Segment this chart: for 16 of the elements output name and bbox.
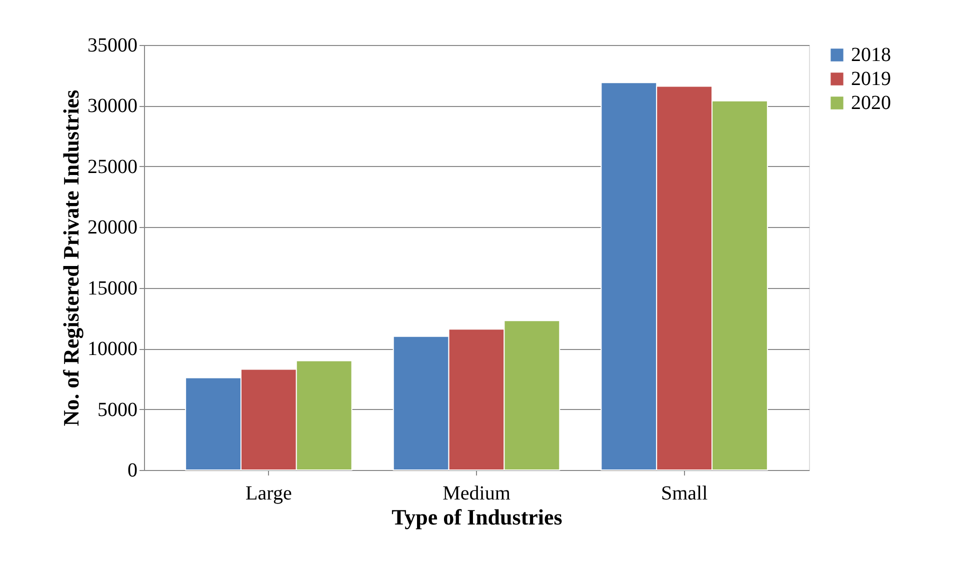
y-axis-title: No. of Registered Private Industries	[58, 89, 84, 426]
legend-label: 2019	[851, 68, 891, 90]
y-tick-label: 30000	[88, 95, 138, 118]
y-tick-label: 25000	[88, 156, 138, 178]
y-tick-label: 35000	[88, 34, 138, 56]
y-tick-label: 10000	[88, 338, 138, 360]
y-tick-label: 15000	[88, 277, 138, 300]
x-tick-label: Small	[660, 482, 708, 504]
y-tick-label: 5000	[98, 398, 138, 421]
x-axis-title: Type of Industries	[392, 504, 563, 530]
x-tick-label: Medium	[442, 482, 511, 504]
y-tick-label: 0	[128, 460, 138, 482]
legend-label: 2020	[851, 92, 891, 114]
y-tick-label: 20000	[88, 216, 138, 239]
x-tick-label: Large	[246, 482, 292, 504]
legend-label: 2018	[851, 44, 891, 66]
